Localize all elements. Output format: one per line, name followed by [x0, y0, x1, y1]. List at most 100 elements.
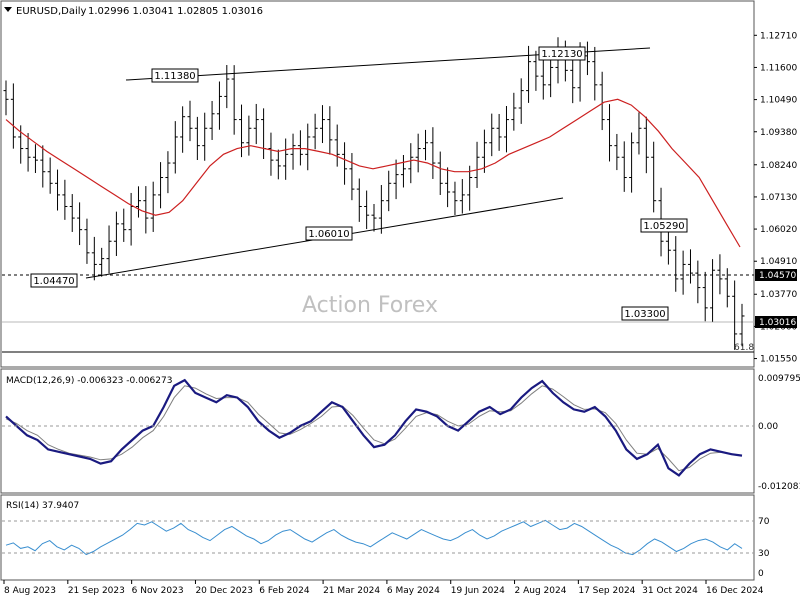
time-tick-label: 20 Dec 2023: [195, 586, 253, 596]
price-bar: [408, 143, 414, 184]
price-bar: [342, 142, 348, 185]
svg-text:1.03300: 1.03300: [624, 309, 665, 320]
macd-tick-top: 0.009795: [758, 374, 800, 384]
price-bar: [253, 103, 259, 145]
price-bar: [62, 179, 68, 220]
price-bar: [607, 104, 613, 162]
price-tick-label: 1.11600: [760, 63, 797, 73]
price-bar: [224, 65, 230, 109]
price-bar: [430, 127, 436, 179]
price-bar: [643, 116, 649, 174]
svg-text:1.11380: 1.11380: [154, 71, 195, 82]
price-bar: [717, 254, 723, 295]
price-bar: [231, 65, 237, 135]
price-bar: [371, 204, 377, 232]
price-bar: [548, 56, 554, 98]
time-axis: 8 Aug 2023 21 Sep 2023 6 Nov 2023 20 Dec 20…: [3, 580, 764, 596]
price-bar: [673, 236, 679, 292]
rsi-tick-70: 70: [758, 517, 770, 527]
price-bar: [84, 218, 90, 264]
price-tick-label: 1.09380: [760, 128, 797, 138]
price-bar: [724, 268, 730, 308]
rsi-tick-30: 30: [758, 549, 770, 559]
rsi-lines: [5, 519, 743, 556]
price-bar: [459, 179, 465, 214]
annotation-1-03300[interactable]: 1.03300: [621, 306, 669, 321]
price-axis: 1.12710 1.11600 1.10490 1.09380 1.08240 1.071…: [754, 31, 797, 365]
ma-line: [5, 98, 741, 248]
macd-signal-line: [5, 385, 743, 472]
price-bar: [592, 46, 598, 101]
price-bar: [489, 113, 495, 157]
price-bar: [474, 141, 480, 188]
annotation-1-06010[interactable]: 1.06010: [305, 226, 353, 241]
price-pane[interactable]: [0, 0, 755, 368]
price-bar: [297, 130, 303, 166]
price-bar: [423, 129, 429, 161]
time-tick-label: 2 Aug 2024: [515, 586, 567, 596]
price-bar: [135, 186, 141, 218]
svg-text:1.05290: 1.05290: [643, 221, 684, 232]
annotation-1-05290[interactable]: 1.05290: [640, 218, 688, 233]
rsi-label: RSI(14) 37.9407: [6, 501, 79, 511]
price-bar: [239, 104, 245, 158]
price-tick-label: 1.04910: [760, 257, 797, 267]
time-tick-label: 6 Feb 2024: [259, 586, 310, 596]
price-bar: [386, 170, 392, 212]
price-bar: [180, 106, 186, 153]
price-bar: [327, 106, 333, 155]
svg-text:1.06010: 1.06010: [308, 229, 349, 240]
price-bar: [275, 149, 281, 180]
price-bar: [599, 71, 605, 131]
rsi-tick-0: 0: [758, 569, 764, 579]
price-bar: [415, 133, 421, 173]
price-bar: [445, 167, 451, 208]
price-bar: [32, 144, 38, 173]
time-tick-label: 17 Sep 2024: [578, 586, 635, 596]
price-bar: [400, 154, 406, 188]
price-bar: [378, 185, 384, 234]
price-bar: [503, 105, 509, 153]
time-tick-label: 16 Dec 2024: [706, 586, 764, 596]
svg-text:1.12130: 1.12130: [541, 49, 582, 60]
price-bar: [356, 178, 362, 222]
price-bar: [437, 151, 443, 195]
price-bar: [143, 186, 149, 234]
price-bar: [47, 157, 53, 194]
price-bar: [393, 159, 399, 200]
price-bar: [246, 115, 252, 156]
price-tick-label: 1.01550: [760, 355, 797, 365]
price-bar: [687, 249, 693, 284]
annotation-1-12130[interactable]: 1.12130: [538, 46, 586, 61]
price-bar: [69, 194, 75, 232]
price-tick-label: 1.03770: [760, 290, 797, 300]
time-tick-label: 21 Mar 2024: [323, 586, 380, 596]
price-bar: [732, 280, 738, 350]
price-bar: [467, 165, 473, 211]
price-bar: [99, 247, 105, 277]
annotation-1-11380[interactable]: 1.11380: [151, 68, 199, 83]
price-bar: [10, 83, 16, 149]
price-bar: [25, 133, 31, 172]
price-bar: [172, 121, 178, 174]
svg-text:1.03016: 1.03016: [759, 318, 796, 328]
menu-triangle-icon[interactable]: [4, 7, 12, 12]
price-bar: [614, 133, 620, 171]
rsi-pane[interactable]: [0, 494, 755, 581]
macd-label: MACD(12,26,9) -0.006323 -0.006273: [6, 376, 172, 386]
macd-tick-bottom: -0.012081: [758, 482, 800, 492]
price-bar: [319, 105, 325, 144]
svg-text:1.04470: 1.04470: [33, 276, 74, 287]
macd-pane[interactable]: [0, 368, 755, 494]
price-bar: [216, 81, 222, 130]
price-bar: [334, 124, 340, 167]
price-bar: [209, 101, 215, 140]
price-bar: [680, 250, 686, 295]
price-bar: [187, 100, 193, 142]
price-bar: [570, 55, 576, 104]
price-bar: [121, 208, 127, 242]
annotation-1-04470[interactable]: 1.04470: [30, 273, 78, 288]
macd-main-line: [5, 378, 743, 477]
